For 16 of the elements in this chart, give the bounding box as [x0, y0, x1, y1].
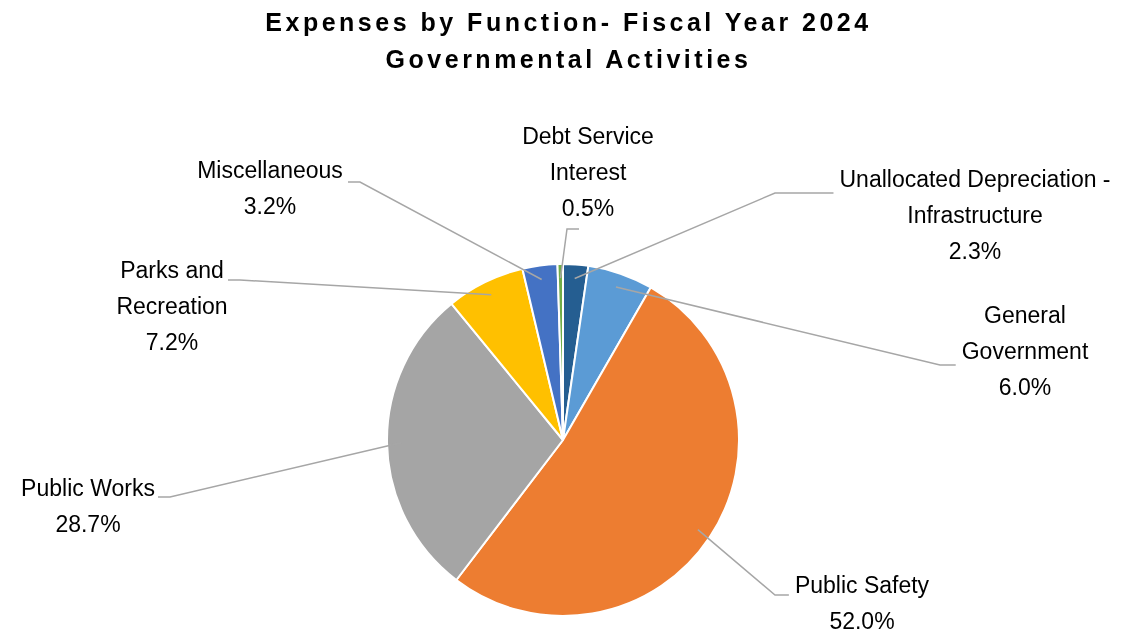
slice-label: Parks and Recreation	[116, 257, 228, 320]
data-label: 2.3%	[948, 238, 1002, 265]
data-label: 0.5%	[561, 195, 615, 222]
data-label: 7.2%	[145, 329, 199, 356]
data-label: 6.0%	[998, 374, 1052, 401]
chart-title: Expenses by Function- Fiscal Year 2024	[264, 8, 873, 37]
slice-label: Public Safety	[794, 572, 930, 599]
slice-label: Unallocated Depreciation - Infrastructure	[839, 166, 1111, 229]
data-label: 28.7%	[55, 511, 121, 538]
data-label: 52.0%	[829, 608, 895, 635]
slice-label: General Government	[961, 302, 1089, 365]
slice-label: Debt Service Interest	[522, 123, 654, 186]
data-label: 3.2%	[243, 193, 297, 220]
slice-label: Public Works	[21, 475, 155, 502]
slice-label: Miscellaneous	[197, 157, 343, 184]
chart-subtitle: Governmental Activities	[384, 45, 753, 74]
